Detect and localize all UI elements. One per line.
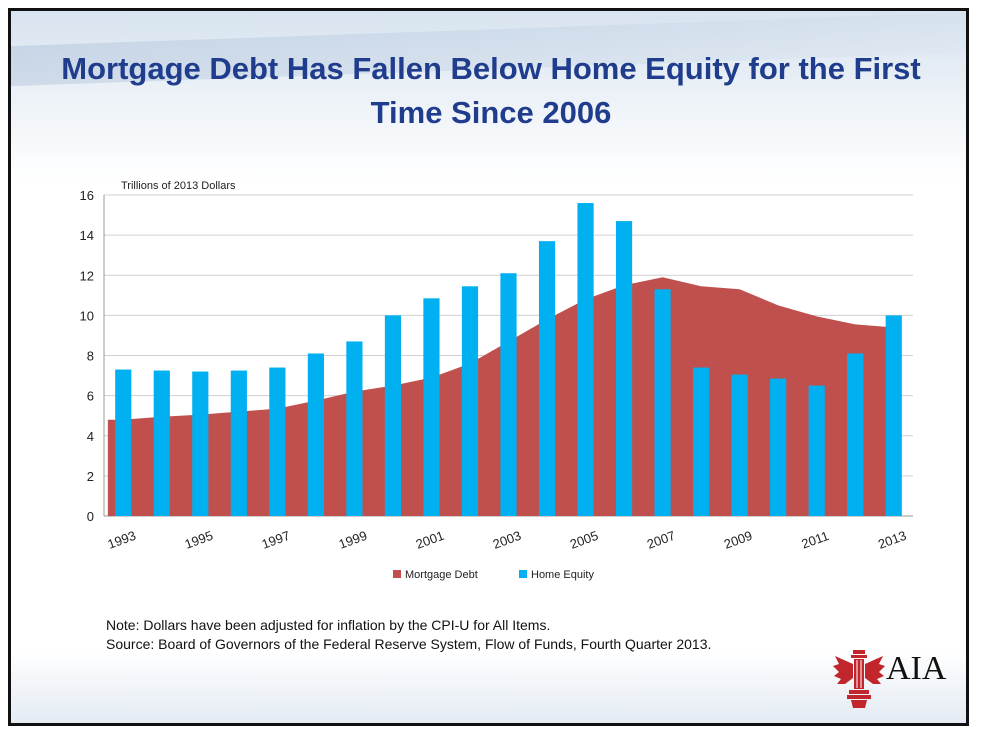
home-equity-bar [731,374,748,516]
x-tick-label: 2003 [491,528,523,552]
x-tick-label: 2013 [876,528,908,552]
legend-swatch-home-equity [519,570,527,578]
note-text: Note: Dollars have been adjusted for inf… [106,617,551,633]
home-equity-bar [346,341,363,516]
home-equity-bar [538,241,556,517]
home-equity-bar [847,353,864,516]
home-equity-bar [461,286,479,516]
home-equity-bar [384,315,402,516]
home-equity-bar [885,315,902,516]
x-tick-label: 1997 [260,528,292,552]
home-equity-bar [230,370,247,516]
home-equity-bar [115,369,132,516]
x-tick-label: 2011 [799,528,830,552]
x-tick-label: 2001 [414,528,446,552]
home-equity-bar [654,289,671,516]
source-text: Source: Board of Governors of the Federa… [106,636,712,652]
y-tick-label: 10 [80,308,94,323]
legend-swatch-mortgage-debt [393,570,401,578]
y-tick-label: 14 [80,228,94,243]
x-tick-label: 1993 [106,528,138,552]
x-tick-label: 2009 [722,528,754,552]
x-tick-label: 2007 [645,528,677,552]
y-tick-label: 2 [87,469,94,484]
home-equity-bar [153,370,170,516]
y-tick-label: 12 [80,268,94,283]
home-equity-bar [615,221,633,517]
home-equity-bar [269,367,286,516]
legend-label-mortgage-debt: Mortgage Debt [405,569,478,581]
home-equity-bar [192,371,209,516]
home-equity-bar [423,298,440,516]
x-tick-label: 1999 [337,528,369,552]
notes-block: Note: Dollars have been adjusted for inf… [106,616,711,654]
y-axis-label: Trillions of 2013 Dollars [121,180,236,192]
x-tick-label: 2005 [568,528,600,552]
slide: Mortgage Debt Has Fallen Below Home Equi… [8,8,969,726]
home-equity-bar [577,203,594,516]
y-tick-label: 16 [80,188,94,203]
logo-text: AIA [886,650,947,687]
home-equity-bar [693,367,710,516]
y-tick-label: 4 [87,429,94,444]
y-tick-label: 8 [87,349,94,364]
home-equity-bar [500,273,517,516]
eagle-column-icon [833,650,885,708]
chart: 0 2 4 6 8 10 12 14 16 Trillions of 2013 Dollars 19… [80,180,913,581]
home-equity-bar [770,378,787,516]
home-equity-bar [808,385,825,516]
header-band [11,11,966,181]
footer-band [11,653,966,723]
home-equity-bar [307,353,324,516]
legend-label-home-equity: Home Equity [531,569,594,581]
x-tick-label: 1995 [183,528,215,552]
y-tick-label: 0 [87,509,94,524]
slide-title: Mortgage Debt Has Fallen Below Home Equi… [61,51,921,130]
aia-logo: AIA [831,646,961,716]
y-tick-label: 6 [87,389,94,404]
